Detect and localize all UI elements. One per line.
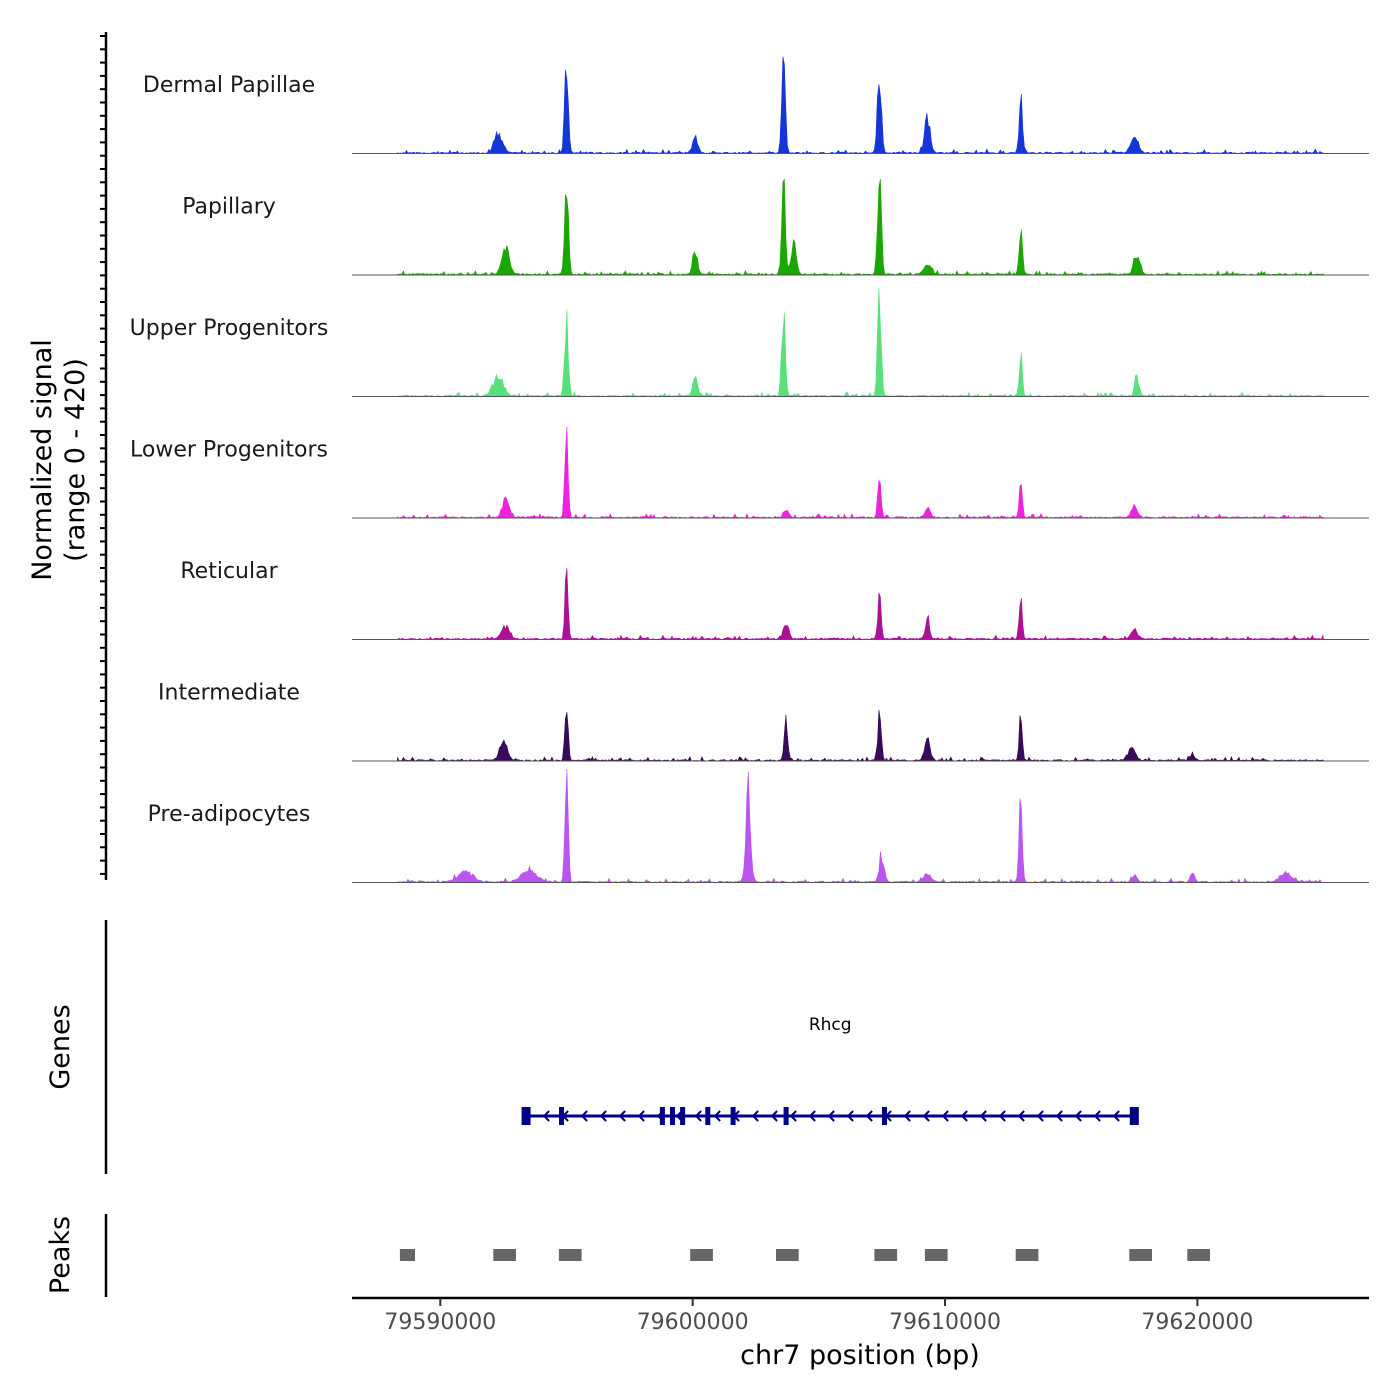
peak-region [776, 1249, 799, 1261]
x-axis-ticks: 79590000 79600000 79610000 79620000 [384, 1298, 1253, 1335]
track-upper-progenitors: Upper Progenitors [130, 288, 1369, 398]
strand-arrow [827, 1110, 835, 1122]
strand-arrow [789, 1110, 797, 1122]
gene-exon [559, 1107, 564, 1125]
genes-axis-title: Genes [45, 1004, 76, 1089]
peak-region [399, 1249, 415, 1261]
x-tick-label: 79600000 [637, 1310, 749, 1335]
peak-region [493, 1249, 516, 1261]
signal-area [397, 288, 1325, 398]
peak-region [1187, 1249, 1210, 1261]
gene-exon [1129, 1107, 1139, 1125]
strand-arrow [865, 1110, 873, 1122]
strand-arrow [979, 1110, 987, 1122]
signal-area [397, 768, 1324, 884]
track-label: Dermal Papillae [143, 73, 315, 98]
peak-region [1015, 1249, 1039, 1261]
signal-axis-title: Normalized signal [27, 339, 58, 581]
peaks-axis-title: Peaks [45, 1216, 76, 1294]
signal-area [397, 179, 1325, 276]
strand-arrow [941, 1110, 949, 1122]
track-reticular: Reticular [180, 559, 1369, 641]
peak-region [874, 1249, 898, 1261]
gene-exon [521, 1107, 531, 1125]
signal-area [397, 568, 1324, 641]
strand-arrow [1093, 1110, 1101, 1122]
track-label: Reticular [180, 559, 278, 584]
gene-exon [659, 1107, 665, 1125]
track-label: Papillary [182, 195, 276, 220]
strand-arrow [694, 1110, 702, 1122]
strand-arrow [1055, 1110, 1063, 1122]
strand-arrow [618, 1110, 626, 1122]
peak-region [690, 1249, 713, 1261]
strand-arrow [580, 1110, 588, 1122]
signal-area [397, 709, 1325, 762]
x-tick-label: 79590000 [384, 1310, 496, 1335]
strand-arrow [713, 1110, 721, 1122]
gene-name-label: Rhcg [809, 1015, 852, 1035]
strand-arrow [751, 1110, 759, 1122]
track-papillary: Papillary [182, 179, 1369, 276]
signal-tracks: Dermal Papillae Papillary Upper Progenitor… [130, 56, 1369, 884]
signal-axis-ticks [100, 35, 106, 875]
signal-area [397, 56, 1325, 155]
x-tick-label: 79620000 [1141, 1310, 1253, 1335]
track-label: Pre-adipocytes [148, 802, 311, 827]
strand-arrow [846, 1110, 854, 1122]
peak-region [1129, 1249, 1152, 1261]
track-intermediate: Intermediate [158, 681, 1369, 762]
strand-arrow [1074, 1110, 1082, 1122]
strand-arrow [1017, 1110, 1025, 1122]
track-label: Lower Progenitors [130, 438, 328, 463]
strand-arrow [1112, 1110, 1120, 1122]
strand-arrow [922, 1110, 930, 1122]
x-tick-label: 79610000 [889, 1310, 1001, 1335]
gene-exon [705, 1107, 711, 1125]
strand-arrow [903, 1110, 911, 1122]
strand-arrow [599, 1110, 607, 1122]
strand-arrow [808, 1110, 816, 1122]
strand-arrow [960, 1110, 968, 1122]
strand-arrow [542, 1110, 550, 1122]
strand-arrow [637, 1110, 645, 1122]
peak-region [924, 1249, 948, 1261]
peak-region [558, 1249, 582, 1261]
track-pre-adipocytes: Pre-adipocytes [148, 768, 1369, 884]
signal-area [397, 426, 1325, 519]
strand-arrow [998, 1110, 1006, 1122]
track-label: Upper Progenitors [130, 316, 329, 341]
x-axis-title: chr7 position (bp) [740, 1340, 980, 1371]
peak-track [399, 1249, 1210, 1261]
strand-arrow [1036, 1110, 1044, 1122]
signal-axis-subtitle: (range 0 - 420) [60, 358, 91, 562]
gene-exon [670, 1107, 675, 1125]
gene-rhcg: Rhcg [521, 1015, 1139, 1125]
gene-exon [730, 1107, 736, 1125]
gene-exon [680, 1107, 686, 1125]
gene-exon [783, 1107, 789, 1125]
track-dermal-papillae: Dermal Papillae [143, 56, 1369, 155]
gene-exon [882, 1107, 887, 1125]
track-lower-progenitors: Lower Progenitors [130, 426, 1369, 519]
track-label: Intermediate [158, 681, 300, 706]
gene-track: Rhcg [521, 1015, 1139, 1125]
strand-arrow [770, 1110, 778, 1122]
